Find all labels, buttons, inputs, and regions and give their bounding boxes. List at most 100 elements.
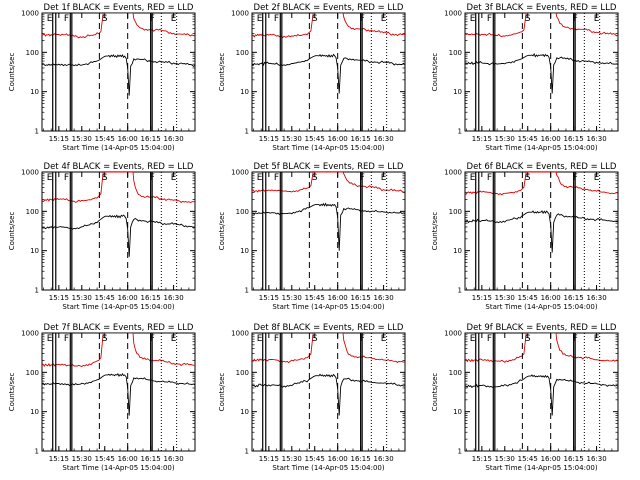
- y-tick-label: 1000: [231, 330, 249, 338]
- x-tick-label: 16:30: [586, 135, 606, 143]
- x-tick-label: 15:30: [495, 455, 515, 463]
- x-tick-label: 16:15: [564, 455, 584, 463]
- series-line-lld: [42, 172, 195, 204]
- x-tick-label: 15:30: [282, 455, 302, 463]
- x-tick-label: 15:30: [282, 294, 302, 302]
- x-tick-label: 16:00: [541, 294, 561, 302]
- plot-frame: [251, 12, 406, 132]
- y-tick-label: 10: [240, 88, 249, 96]
- y-axis-label: Counts/sec: [8, 212, 16, 251]
- mode-flag: E: [381, 173, 387, 183]
- y-tick-label: 1: [458, 447, 462, 455]
- chart-panel-9: Det 9f BLACK = Events, RED = LLD 1 10 100 10…: [431, 323, 619, 472]
- y-tick-label: 1: [458, 286, 462, 294]
- mode-flag: F: [150, 334, 155, 344]
- x-tick-label: 16:30: [163, 135, 183, 143]
- plot-frame: [41, 171, 196, 291]
- x-tick-label: 15:15: [259, 294, 279, 302]
- chart-title: Det 9f BLACK = Events, RED = LLD: [467, 323, 617, 333]
- x-tick-label: 15:15: [49, 294, 69, 302]
- series-line-lld: [252, 172, 405, 193]
- x-tick-label: 16:30: [373, 294, 393, 302]
- x-tick-label: 16:30: [373, 455, 393, 463]
- chart-panel-5: Det 5f BLACK = Events, RED = LLD 1 10 100 10…: [218, 162, 406, 311]
- series-line-events: [42, 53, 195, 96]
- y-tick-label: 1000: [231, 10, 249, 18]
- mode-flag: E: [470, 14, 476, 24]
- y-tick-label: 10: [240, 247, 249, 255]
- y-tick-label: 1000: [444, 10, 462, 18]
- y-axis-label: Counts/sec: [218, 373, 226, 412]
- mode-flag: E: [594, 334, 600, 344]
- y-tick-label: 100: [449, 208, 462, 216]
- y-tick-label: 1000: [444, 330, 462, 338]
- x-axis-label: Start Time (14-Apr-05 15:04:00): [62, 144, 174, 152]
- x-tick-label: 16:15: [141, 294, 161, 302]
- chart-title: Det 1f BLACK = Events, RED = LLD: [44, 3, 194, 13]
- mode-flag: S: [102, 334, 108, 344]
- y-axis-label: Counts/sec: [218, 212, 226, 251]
- mode-flag: E: [381, 14, 387, 24]
- mode-flag: E: [257, 14, 263, 24]
- x-tick-label: 16:00: [118, 294, 138, 302]
- x-tick-label: 15:15: [472, 455, 492, 463]
- x-tick-label: 16:00: [118, 135, 138, 143]
- mode-flag: S: [525, 173, 531, 183]
- series-line-events: [252, 373, 405, 416]
- y-tick-label: 100: [236, 49, 249, 57]
- y-tick-label: 10: [453, 408, 462, 416]
- mode-flag: F: [573, 334, 578, 344]
- mode-flag: E: [257, 173, 263, 183]
- x-tick-label: 16:15: [564, 135, 584, 143]
- mode-flag: S: [312, 14, 318, 24]
- series-line-events: [42, 214, 195, 257]
- y-tick-label: 100: [236, 369, 249, 377]
- x-axis-label: Start Time (14-Apr-05 15:04:00): [272, 144, 384, 152]
- mode-flag: F: [360, 334, 365, 344]
- mode-flag: F: [64, 334, 69, 344]
- mode-flag: F: [573, 14, 578, 24]
- y-tick-label: 1: [245, 127, 249, 135]
- y-tick-label: 1000: [21, 169, 39, 177]
- mode-flag: F: [573, 173, 578, 183]
- chart-panel-4: Det 4f BLACK = Events, RED = LLD 1 10 100 10…: [8, 162, 196, 311]
- mode-flag: E: [47, 334, 53, 344]
- x-tick-label: 16:30: [163, 455, 183, 463]
- mode-flag: E: [470, 173, 476, 183]
- mode-flag: E: [257, 334, 263, 344]
- y-tick-label: 1: [35, 127, 39, 135]
- x-axis-label: Start Time (14-Apr-05 15:04:00): [485, 144, 597, 152]
- series-line-lld: [465, 172, 618, 196]
- x-tick-label: 15:15: [49, 455, 69, 463]
- x-tick-label: 15:45: [95, 455, 115, 463]
- y-tick-label: 100: [26, 208, 39, 216]
- x-tick-label: 15:45: [95, 135, 115, 143]
- y-tick-label: 10: [453, 88, 462, 96]
- mode-flag: E: [594, 14, 600, 24]
- x-tick-label: 15:30: [72, 455, 92, 463]
- y-tick-label: 1: [245, 286, 249, 294]
- x-tick-label: 15:30: [72, 294, 92, 302]
- x-axis-label: Start Time (14-Apr-05 15:04:00): [485, 303, 597, 311]
- mode-flag: E: [171, 173, 177, 183]
- y-axis-label: Counts/sec: [431, 212, 439, 251]
- x-axis-label: Start Time (14-Apr-05 15:04:00): [62, 303, 174, 311]
- plot-frame: [41, 12, 196, 132]
- y-tick-label: 100: [236, 208, 249, 216]
- mode-flag: E: [171, 334, 177, 344]
- mode-flag: F: [150, 14, 155, 24]
- x-tick-label: 16:30: [163, 294, 183, 302]
- x-tick-label: 15:45: [305, 135, 325, 143]
- y-axis-label: Counts/sec: [431, 373, 439, 412]
- y-axis-label: Counts/sec: [8, 53, 16, 92]
- series-line-lld: [252, 333, 405, 364]
- chart-title: Det 5f BLACK = Events, RED = LLD: [254, 162, 404, 172]
- x-tick-label: 16:15: [351, 135, 371, 143]
- x-tick-label: 15:15: [259, 455, 279, 463]
- mode-flag: S: [312, 334, 318, 344]
- mode-flag: E: [381, 334, 387, 344]
- x-tick-label: 16:00: [541, 455, 561, 463]
- y-axis-label: Counts/sec: [431, 53, 439, 92]
- x-tick-label: 15:30: [495, 294, 515, 302]
